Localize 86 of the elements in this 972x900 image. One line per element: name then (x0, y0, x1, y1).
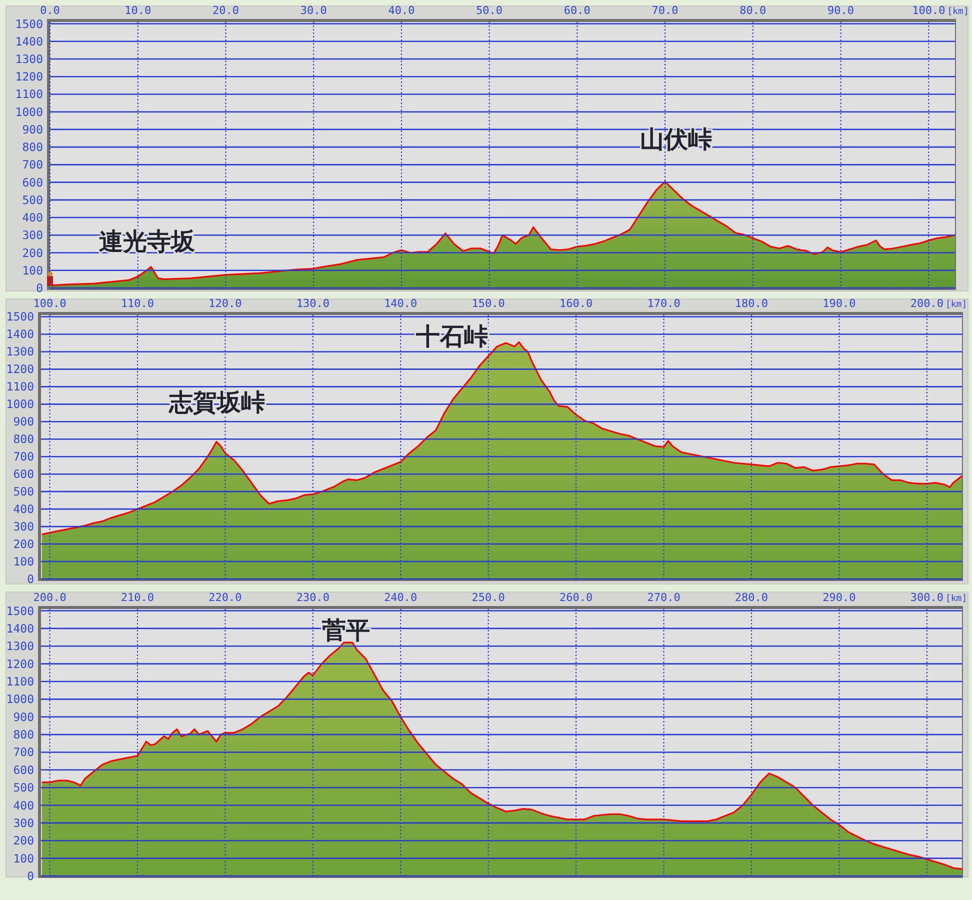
x-tick-label: 300.0 (910, 591, 944, 604)
y-tick-label: 300 (22, 228, 44, 242)
x-tick-label: 170.0 (647, 297, 680, 310)
y-tick-label: 300 (13, 520, 34, 534)
y-tick-label: 900 (13, 710, 34, 724)
y-tick-label: 500 (13, 484, 34, 499)
x-tick-label: 220.0 (208, 591, 242, 604)
y-tick-label: 1500 (6, 310, 34, 324)
y-tick-label: 1100 (6, 674, 34, 688)
x-tick-label: 20.0 (212, 4, 239, 17)
y-tick-label: 1000 (6, 397, 34, 412)
x-tick-label: 40.0 (388, 4, 415, 17)
y-tick-label: 1200 (6, 362, 34, 376)
y-tick-label: 0 (27, 869, 34, 883)
y-tick-label: 200 (22, 246, 44, 260)
y-tick-label: 300 (13, 816, 34, 830)
x-tick-label: 90.0 (828, 4, 854, 17)
y-tick-label: 100 (22, 263, 44, 278)
y-tick-label: 1500 (15, 16, 44, 31)
y-tick-label: 400 (13, 502, 34, 516)
x-tick-label: 140.0 (384, 297, 418, 310)
y-tick-label: 1300 (6, 344, 34, 359)
y-tick-label: 1400 (15, 34, 44, 48)
y-tick-label: 700 (13, 450, 34, 464)
x-tick-label: 0.0 (40, 4, 60, 17)
x-tick-label: 30.0 (300, 4, 327, 17)
y-tick-label: 100 (13, 554, 34, 569)
y-tick-label: 1400 (6, 621, 34, 636)
annotation: 山伏峠 (640, 126, 712, 154)
x-tick-label: 230.0 (296, 591, 330, 604)
y-tick-label: 900 (13, 414, 34, 429)
x-tick-label: 200.0 (910, 297, 944, 310)
x-tick-label: 60.0 (564, 4, 590, 17)
y-tick-label: 0 (36, 281, 44, 295)
x-tick-label: 110.0 (120, 297, 154, 310)
x-tick-label: 240.0 (384, 591, 418, 604)
x-tick-label: 70.0 (652, 4, 678, 17)
x-axis-title: [km] (945, 594, 968, 604)
y-tick-label: 600 (22, 175, 44, 190)
annotation: 連光寺坂 (99, 228, 196, 256)
y-tick-label: 1300 (6, 639, 34, 654)
y-tick-label: 500 (13, 780, 34, 795)
y-tick-label: 600 (13, 467, 34, 482)
x-tick-label: 150.0 (472, 297, 505, 310)
y-tick-label: 1000 (15, 104, 44, 119)
x-axis-title: [km] (947, 7, 969, 17)
x-tick-label: 100.0 (912, 4, 946, 17)
x-tick-label: 100.0 (33, 297, 66, 310)
y-tick-label: 1000 (6, 692, 34, 706)
x-tick-label: 210.0 (120, 591, 154, 604)
x-tick-label: 200.0 (33, 591, 66, 604)
x-tick-label: 250.0 (472, 591, 505, 604)
x-tick-label: 260.0 (559, 591, 593, 604)
y-tick-label: 900 (22, 122, 44, 136)
x-tick-label: 120.0 (208, 297, 242, 310)
x-tick-label: 180.0 (734, 297, 768, 310)
y-tick-label: 500 (22, 192, 44, 207)
y-tick-label: 700 (13, 745, 34, 760)
y-tick-label: 700 (22, 158, 44, 172)
x-tick-label: 160.0 (559, 297, 593, 310)
y-tick-label: 400 (22, 210, 44, 225)
y-tick-label: 1500 (6, 604, 34, 618)
y-tick-label: 1100 (15, 87, 44, 102)
y-tick-label: 600 (13, 762, 34, 777)
x-tick-label: 190.0 (822, 297, 856, 310)
x-tick-label: 280.0 (734, 591, 768, 604)
x-tick-label: 10.0 (124, 4, 152, 17)
y-tick-label: 1100 (6, 380, 34, 394)
x-tick-label: 130.0 (296, 297, 330, 310)
y-tick-label: 800 (13, 728, 34, 742)
y-tick-label: 400 (13, 798, 34, 812)
y-tick-label: 1400 (6, 327, 34, 342)
x-tick-label: 80.0 (740, 4, 766, 17)
y-tick-label: 1300 (15, 52, 44, 66)
y-tick-label: 200 (13, 537, 34, 552)
x-tick-label: 270.0 (647, 591, 680, 604)
y-tick-label: 200 (13, 834, 34, 848)
y-tick-label: 100 (13, 851, 34, 866)
x-axis-title: [km] (945, 300, 968, 310)
x-tick-label: 50.0 (476, 4, 503, 17)
y-tick-label: 800 (22, 140, 44, 154)
y-tick-label: 1200 (15, 70, 44, 84)
x-tick-label: 290.0 (822, 591, 856, 604)
y-tick-label: 800 (13, 432, 34, 446)
y-tick-label: 0 (27, 572, 34, 586)
y-tick-label: 1200 (6, 656, 34, 671)
